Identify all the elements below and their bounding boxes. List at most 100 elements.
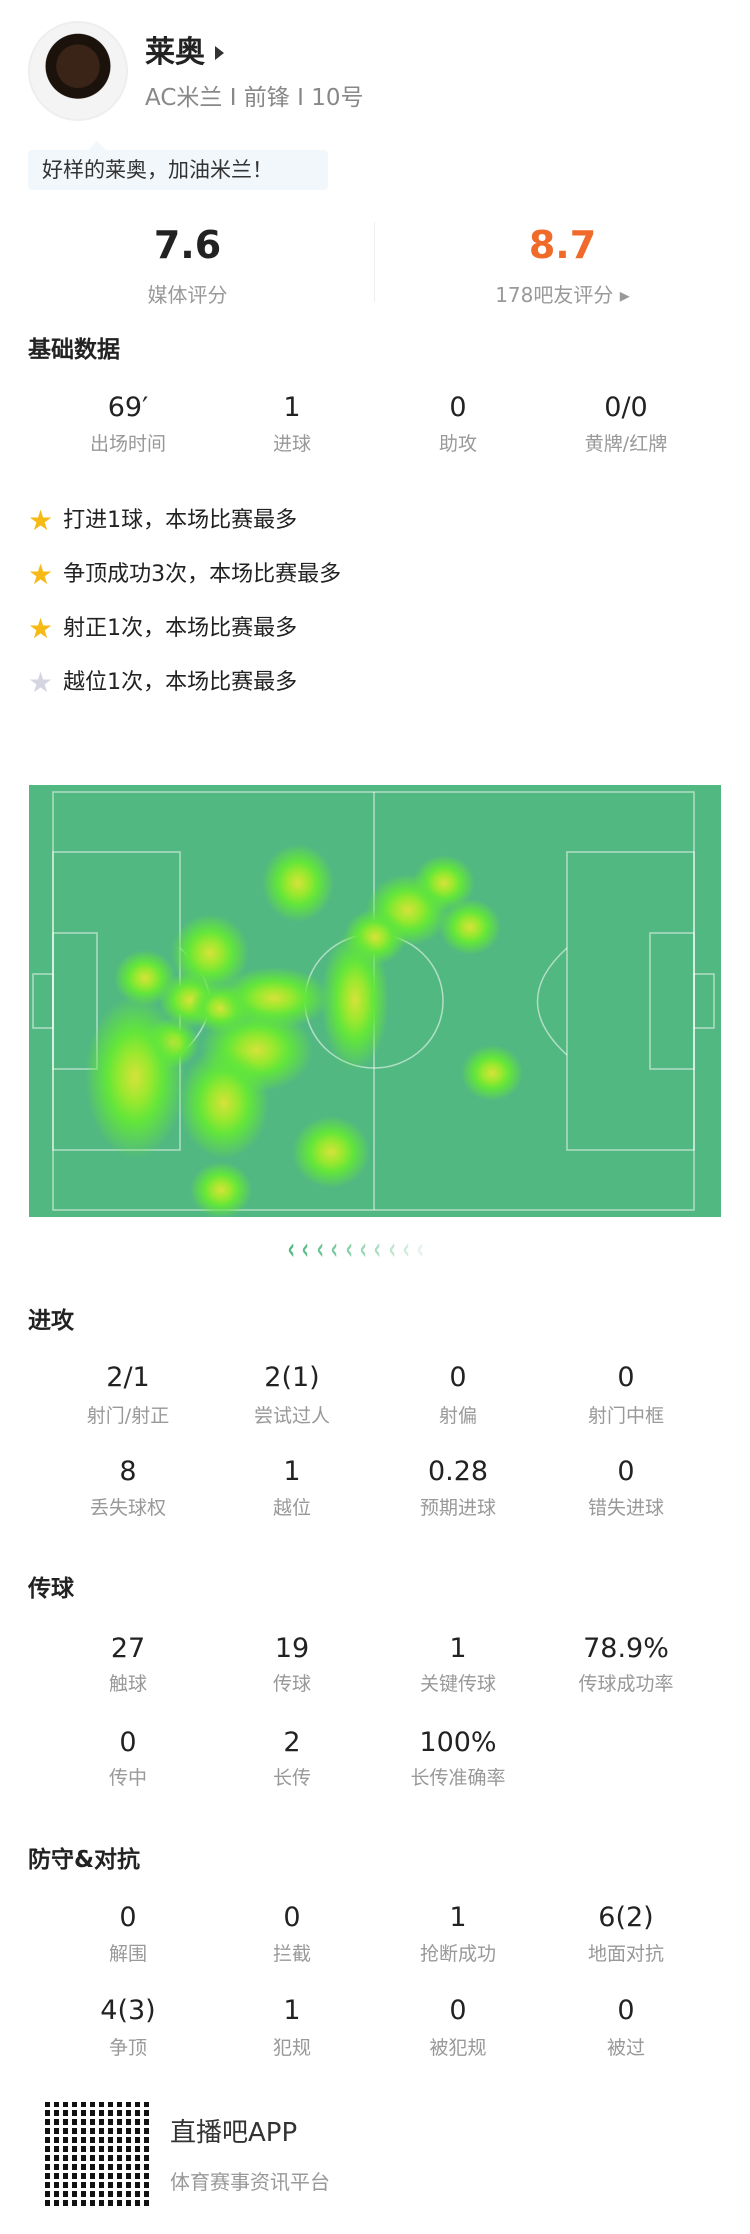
defense-stat-label: 犯规 xyxy=(272,2037,311,2059)
defense-stat-value: 6(2) xyxy=(598,1902,654,1933)
highlight-text: 射正1次，本场比赛最多 xyxy=(63,616,298,641)
passing-stat-value: 2 xyxy=(283,1727,301,1758)
attack-direction-indicator: ‹ ‹ ‹ ‹ ‹ ‹ ‹ ‹ ‹ ‹ xyxy=(285,1232,427,1268)
section-title-passing: 传球 xyxy=(28,1576,74,1602)
heat-spot xyxy=(321,930,389,1070)
highlight-text: 打进1球，本场比赛最多 xyxy=(63,508,298,533)
chevron-left-icon: ‹ xyxy=(330,1232,339,1267)
attack-stat-label: 射偏 xyxy=(438,1405,477,1427)
defense-stat-label: 抢断成功 xyxy=(419,1943,496,1965)
basic-stat-value: 0/0 xyxy=(604,392,648,423)
defense-stat-label: 被过 xyxy=(606,2037,645,2059)
star-icon: ★ xyxy=(28,504,54,537)
heat-spot xyxy=(190,1162,252,1217)
caret-right-icon: ▸ xyxy=(619,283,630,307)
defense-stat-value: 1 xyxy=(283,1995,301,2026)
chevron-left-icon: ‹ xyxy=(402,1232,410,1267)
basic-stat-value: 1 xyxy=(283,392,301,423)
highlight-item: ★ 争顶成功3次，本场比赛最多 xyxy=(28,560,341,590)
player-subtitle: AC米兰 I 前锋 I 10号 xyxy=(145,85,364,111)
defense-stat-value: 4(3) xyxy=(100,1995,156,2026)
chevron-left-icon: ‹ xyxy=(344,1232,353,1267)
passing-stat-value: 19 xyxy=(274,1633,310,1664)
star-icon: ★ xyxy=(28,666,54,699)
media-rating-value: 7.6 xyxy=(153,223,222,267)
attack-stat-value: 0 xyxy=(617,1362,635,1393)
highlight-item: ★ 越位1次，本场比赛最多 xyxy=(28,668,297,698)
defense-stat-label: 被犯规 xyxy=(429,2037,487,2059)
passing-stat-label: 传球 xyxy=(272,1673,311,1695)
attack-stat-label: 越位 xyxy=(272,1497,311,1519)
heat-spot xyxy=(291,1115,371,1189)
divider xyxy=(374,222,375,302)
heat-spot xyxy=(461,1045,523,1101)
passing-stat-label: 关键传球 xyxy=(419,1673,496,1695)
basic-stat-value: 0 xyxy=(449,392,467,423)
basic-stat-label: 黄牌/红牌 xyxy=(584,433,668,455)
attack-stat-value: 0 xyxy=(617,1456,635,1487)
chevron-left-icon: ‹ xyxy=(416,1232,425,1267)
chevron-left-icon: ‹ xyxy=(373,1232,382,1267)
defense-stat-value: 0 xyxy=(617,1995,635,2026)
heat-spot xyxy=(439,899,501,955)
section-title-basic: 基础数据 xyxy=(28,337,120,363)
chevron-left-icon: ‹ xyxy=(359,1232,367,1267)
highlight-item: ★ 打进1球，本场比赛最多 xyxy=(28,506,297,536)
basic-stat-label: 出场时间 xyxy=(89,433,166,455)
section-title-attack: 进攻 xyxy=(28,1308,74,1334)
star-icon: ★ xyxy=(28,612,54,645)
passing-stat-label: 传中 xyxy=(108,1767,147,1789)
defense-stat-value: 0 xyxy=(119,1902,137,1933)
heat-spot xyxy=(261,843,335,923)
passing-stat-label: 长传 xyxy=(272,1767,311,1789)
fan-rating-label: 178吧友评分 xyxy=(495,283,614,307)
media-rating-label: 媒体评分 xyxy=(147,283,228,307)
section-title-defense: 防守&对抗 xyxy=(28,1847,141,1873)
basic-stat-label: 进球 xyxy=(272,433,311,455)
highlight-text: 越位1次，本场比赛最多 xyxy=(63,670,298,695)
app-name: 直播吧APP xyxy=(170,2118,298,2148)
passing-stat-label: 传球成功率 xyxy=(578,1673,674,1695)
passing-stat-value: 1 xyxy=(449,1633,467,1664)
defense-stat-label: 争顶 xyxy=(108,2037,147,2059)
chevron-left-icon: ‹ xyxy=(287,1232,295,1267)
chevron-left-icon: ‹ xyxy=(388,1232,396,1267)
comment-bubble: 好样的莱奥，加油米兰！ xyxy=(28,141,328,190)
attack-stat-label: 尝试过人 xyxy=(253,1405,330,1427)
heat-spot xyxy=(179,1047,269,1159)
highlight-text: 争顶成功3次，本场比赛最多 xyxy=(63,562,342,587)
passing-stat-value: 0 xyxy=(119,1727,137,1758)
heatmap-pitch xyxy=(29,785,721,1217)
chevron-left-icon: ‹ xyxy=(301,1232,310,1267)
basic-stat-label: 助攻 xyxy=(438,433,477,455)
highlight-item: ★ 射正1次，本场比赛最多 xyxy=(28,614,297,644)
passing-stat-value: 27 xyxy=(110,1633,146,1664)
defense-stat-value: 1 xyxy=(449,1902,467,1933)
passing-stat-label: 长传准确率 xyxy=(410,1767,506,1789)
player-name[interactable]: 莱奥 xyxy=(145,35,205,70)
attack-stat-label: 射门/射正 xyxy=(86,1405,170,1427)
fan-rating-value: 8.7 xyxy=(528,223,597,267)
attack-stat-value: 2(1) xyxy=(264,1362,320,1393)
defense-stat-label: 解围 xyxy=(108,1943,147,1965)
defense-stat-value: 0 xyxy=(283,1902,301,1933)
app-slogan: 体育赛事资讯平台 xyxy=(170,2170,330,2194)
chevron-left-icon: ‹ xyxy=(316,1232,324,1267)
qr-code xyxy=(45,2102,149,2206)
defense-stat-label: 地面对抗 xyxy=(587,1943,664,1965)
attack-stat-value: 2/1 xyxy=(106,1362,150,1393)
player-avatar xyxy=(28,21,128,121)
attack-stat-label: 预期进球 xyxy=(419,1497,496,1519)
defense-stat-value: 0 xyxy=(449,1995,467,2026)
defense-stat-label: 拦截 xyxy=(272,1943,311,1965)
fan-rating-link[interactable]: 178吧友评分 ▸ xyxy=(375,282,750,308)
attack-stat-label: 射门中框 xyxy=(587,1405,664,1427)
basic-stat-value: 69′ xyxy=(107,392,149,423)
attack-stat-value: 0 xyxy=(449,1362,467,1393)
attack-stat-label: 错失进球 xyxy=(587,1497,664,1519)
attack-stat-label: 丢失球权 xyxy=(89,1497,166,1519)
passing-stat-value: 100% xyxy=(419,1727,497,1758)
passing-stat-label: 触球 xyxy=(108,1673,147,1695)
caret-right-icon[interactable] xyxy=(215,46,224,60)
attack-stat-value: 8 xyxy=(119,1456,137,1487)
